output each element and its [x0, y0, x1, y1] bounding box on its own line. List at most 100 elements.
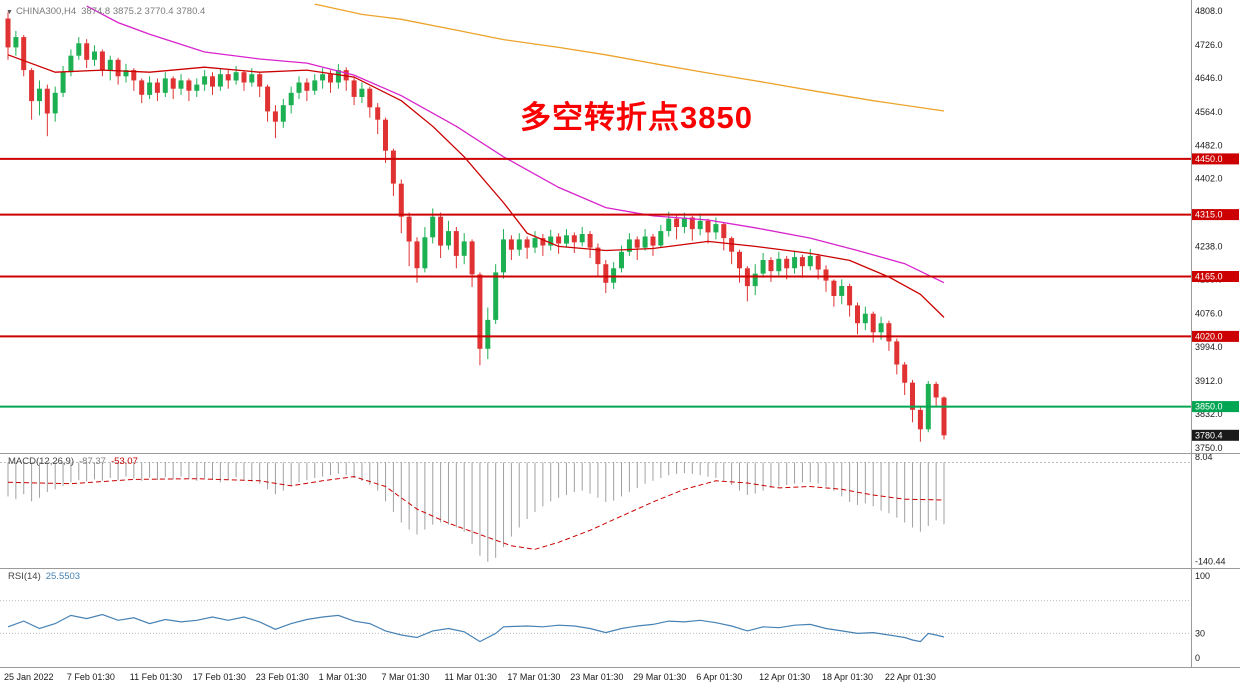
candle [162, 72, 168, 97]
svg-text:4076.0: 4076.0 [1195, 308, 1223, 318]
candle [579, 227, 585, 247]
candle [186, 78, 192, 102]
candle [257, 72, 263, 97]
candle [642, 229, 648, 251]
svg-text:30: 30 [1195, 628, 1205, 638]
svg-text:4450.0: 4450.0 [1195, 154, 1223, 164]
candle [540, 234, 546, 256]
candle [335, 63, 341, 89]
candle [697, 213, 703, 236]
candle [862, 306, 868, 331]
candle [438, 212, 444, 258]
candle [689, 215, 695, 241]
svg-text:17 Feb 01:30: 17 Feb 01:30 [193, 672, 246, 682]
svg-text:4402.0: 4402.0 [1195, 174, 1223, 184]
rsi-value: 25.5503 [45, 571, 81, 582]
candle [744, 266, 750, 302]
time-axis-labels: 25 Jan 2022 7 Feb 01:30 11 Feb 01:30 17 Feb… [4, 672, 936, 682]
price-scale[interactable] [1191, 0, 1240, 667]
symbol-dropdown-icon[interactable]: ▼ [6, 9, 13, 16]
candle [375, 103, 381, 135]
candle [68, 49, 74, 77]
candle [508, 235, 514, 260]
time-scale[interactable] [0, 668, 1240, 690]
svg-text:4564.0: 4564.0 [1195, 107, 1223, 117]
candle [383, 117, 388, 163]
candle [799, 254, 805, 278]
candle [52, 86, 58, 122]
price-level-badge: 4020.0 [1192, 330, 1239, 342]
candle [902, 362, 908, 395]
candle [870, 311, 876, 343]
candle [343, 67, 349, 91]
candle [84, 39, 90, 69]
candle [933, 381, 939, 406]
candle [398, 179, 404, 234]
candle [839, 279, 845, 305]
candle [705, 218, 711, 244]
svg-text:3994.0: 3994.0 [1195, 342, 1223, 352]
rsi-indicator-label: RSI(14) 25.5503 [8, 571, 80, 582]
candle [178, 74, 184, 95]
svg-text:17 Mar 01:30: 17 Mar 01:30 [507, 672, 560, 682]
svg-text:7 Mar 01:30: 7 Mar 01:30 [382, 672, 430, 682]
macd-signal-value: -53.07 [110, 456, 138, 467]
candle [611, 262, 617, 289]
svg-text:22 Apr 01:30: 22 Apr 01:30 [885, 672, 936, 682]
candle [170, 76, 176, 99]
candle [422, 227, 428, 273]
candle [894, 338, 900, 375]
candle [847, 283, 853, 317]
candle [469, 239, 475, 287]
ohlc-readout: 3874.8 3875.2 3770.4 3780.4 [81, 6, 206, 17]
candle [202, 70, 208, 91]
candle [92, 45, 97, 66]
candle [485, 307, 491, 360]
candle [776, 251, 782, 276]
price-level-badge: 3850.0 [1192, 401, 1239, 413]
chart-annotation-text: 多空转折点3850 [520, 100, 753, 135]
candle [666, 211, 672, 237]
candle [461, 233, 467, 265]
svg-text:4315.0: 4315.0 [1195, 210, 1223, 220]
ma-line-slow [314, 3, 945, 112]
svg-text:4726.0: 4726.0 [1195, 40, 1223, 50]
svg-text:0: 0 [1195, 653, 1200, 663]
candle [768, 257, 774, 282]
last-price-badge: 3780.4 [1192, 429, 1239, 441]
candle [556, 233, 562, 254]
candle [76, 37, 82, 60]
candle [60, 66, 66, 97]
svg-text:29 Mar 01:30: 29 Mar 01:30 [633, 672, 686, 682]
svg-text:3850.0: 3850.0 [1195, 402, 1223, 412]
candle [634, 236, 640, 260]
candle [233, 66, 239, 85]
candle [44, 84, 50, 137]
candle [194, 78, 200, 97]
ma-line-mid [86, 5, 945, 284]
candle [139, 78, 145, 104]
macd-signal-line [7, 476, 945, 550]
candle [296, 76, 302, 99]
candle [453, 227, 459, 269]
candle [288, 86, 294, 114]
candle [595, 243, 601, 277]
candle [524, 236, 530, 259]
svg-text:11 Feb 01:30: 11 Feb 01:30 [130, 672, 182, 682]
svg-text:23 Mar 01:30: 23 Mar 01:30 [570, 672, 623, 682]
candle [390, 148, 396, 196]
candle [265, 84, 271, 122]
candle [493, 264, 499, 324]
chart-title: ▼ CHINA300,H4 3874.8 3875.2 3770.4 3780.4 [6, 6, 205, 17]
svg-text:25 Jan 2022: 25 Jan 2022 [4, 672, 54, 682]
candle [414, 237, 420, 283]
candle [367, 86, 373, 118]
candle [681, 212, 687, 234]
candle [154, 78, 160, 102]
candle [855, 302, 860, 335]
svg-text:6 Apr 01:30: 6 Apr 01:30 [696, 672, 742, 682]
candle [516, 233, 522, 256]
candle [587, 231, 593, 258]
candle [320, 68, 326, 89]
